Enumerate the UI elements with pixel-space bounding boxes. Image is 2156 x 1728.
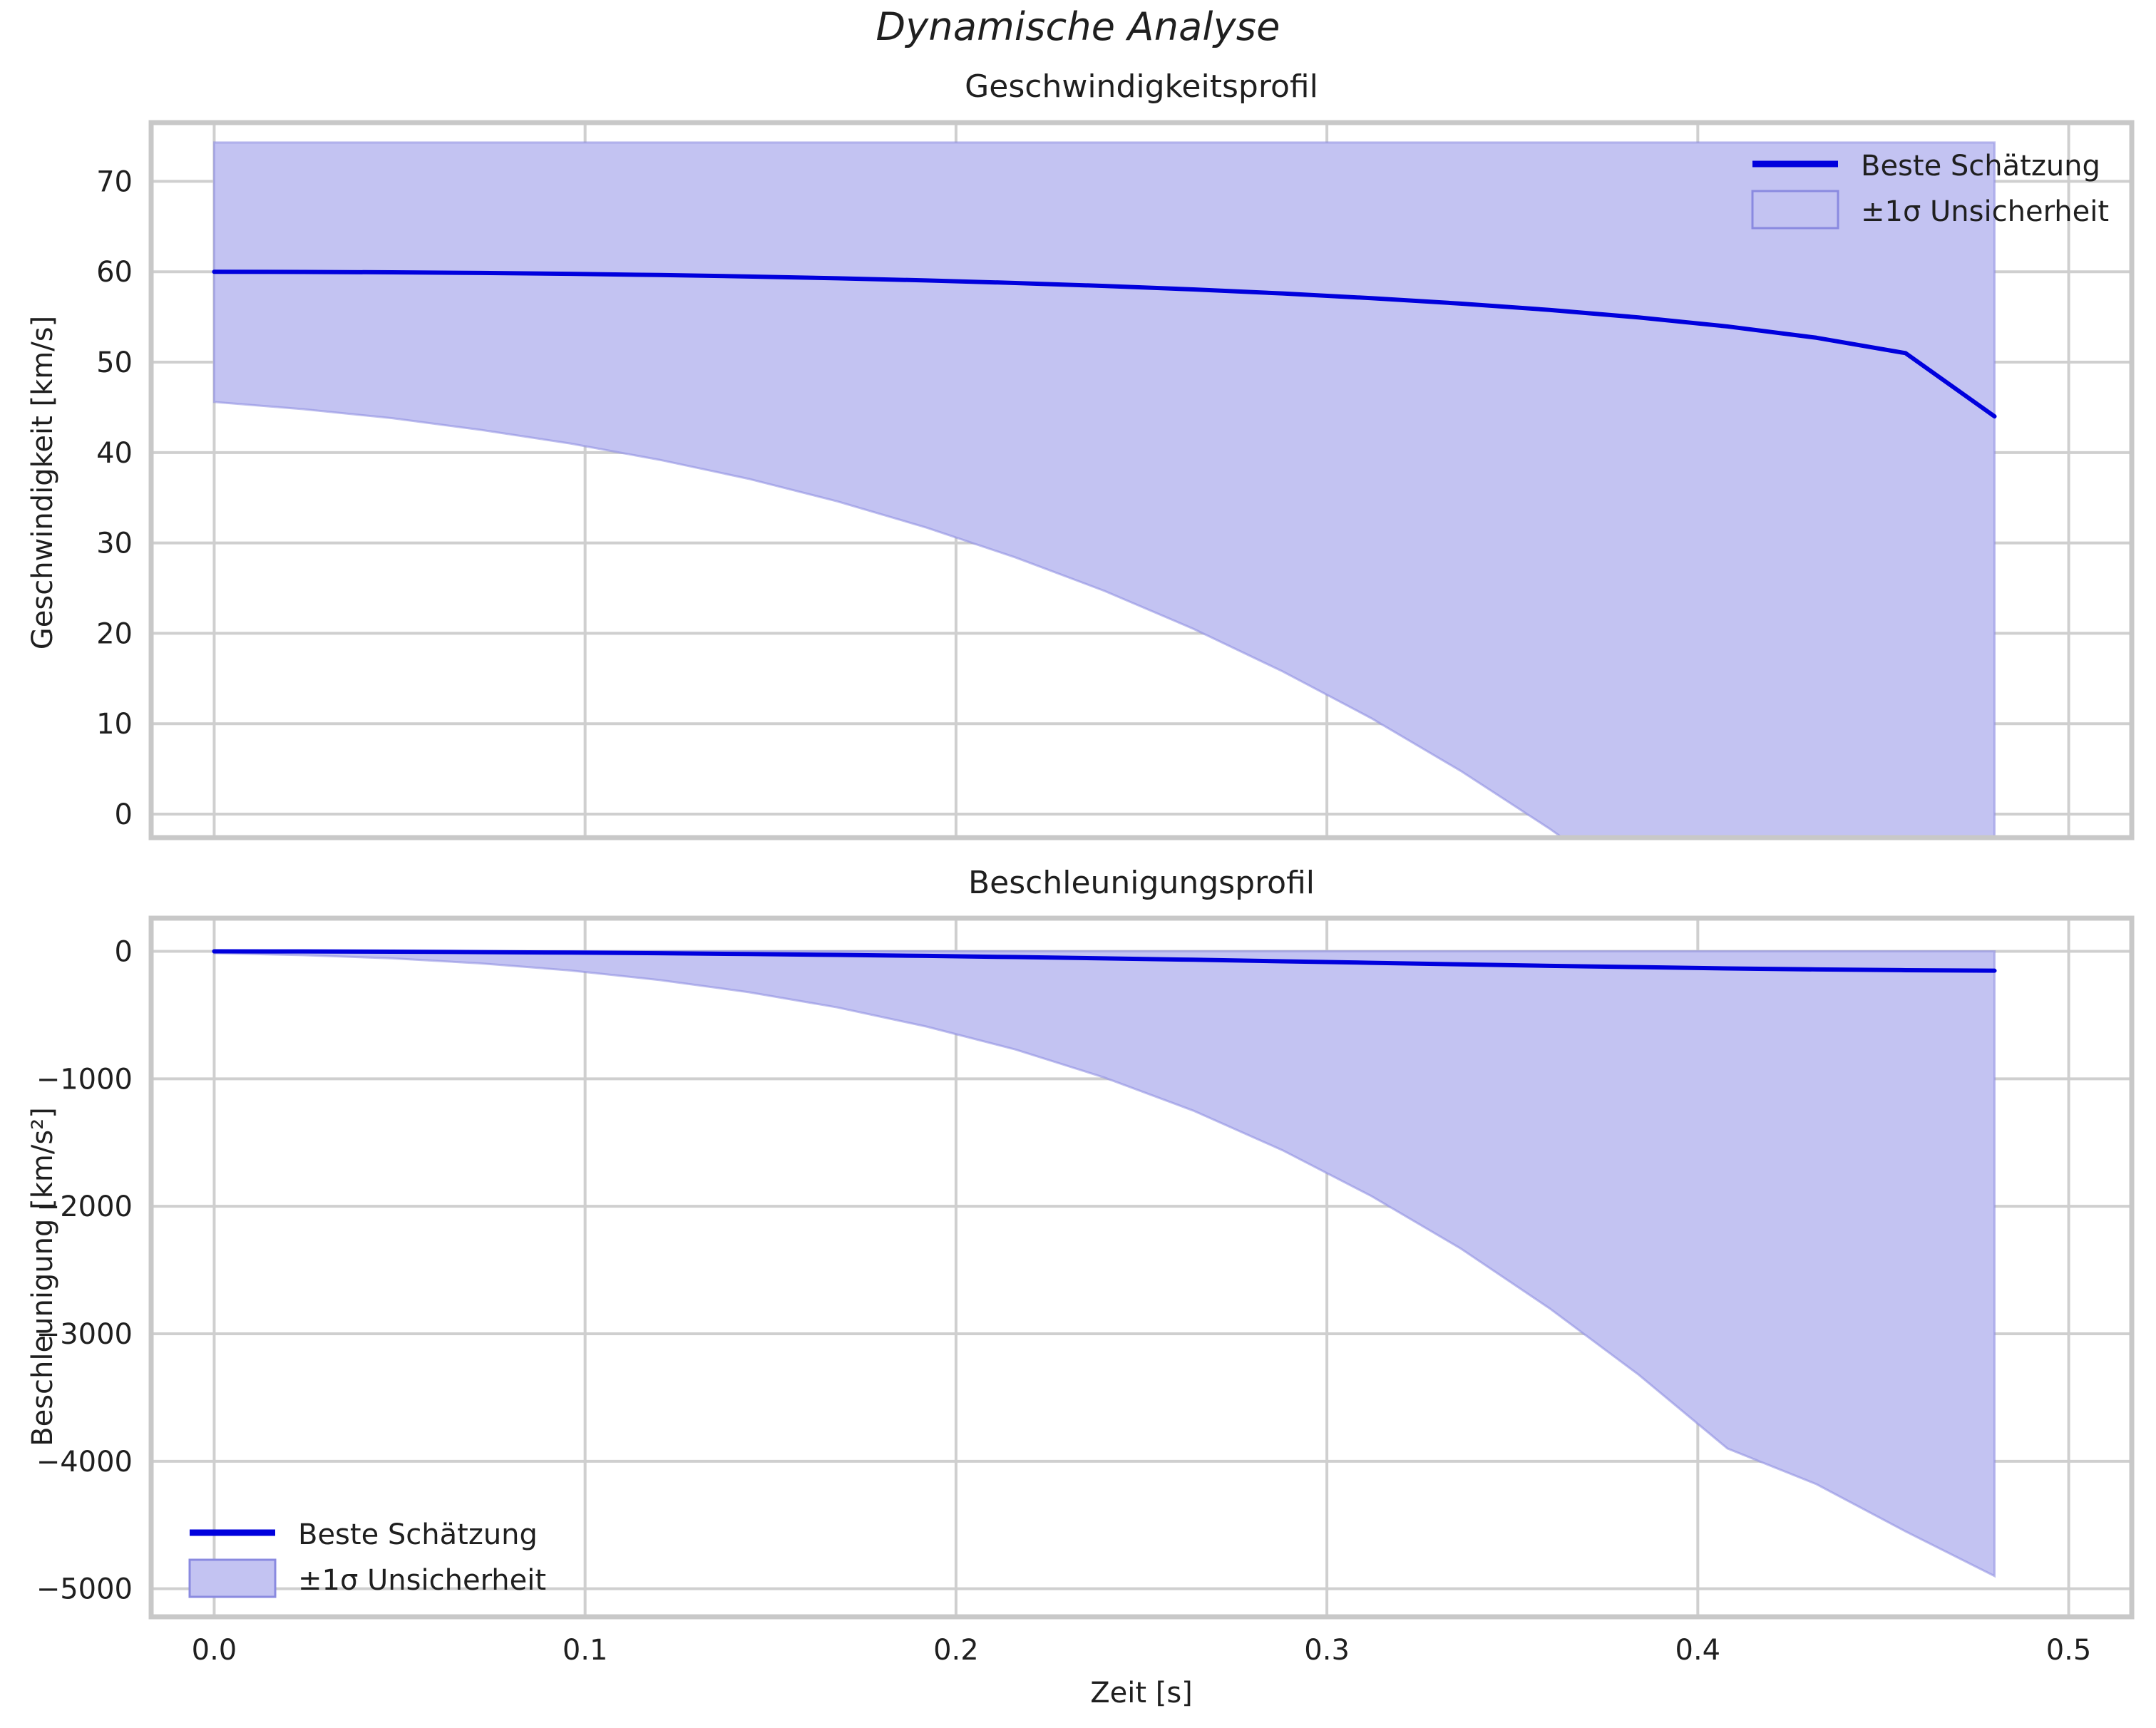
acceleration-best-estimate-line [212, 949, 1997, 973]
velocity-y-tick: 60 [96, 256, 133, 289]
acceleration-uncertainty-band [212, 950, 1996, 1578]
x-tick: 0.2 [933, 1634, 979, 1667]
velocity-y-tick-labels: 0 10 20 30 40 50 60 70 [96, 165, 133, 831]
velocity-uncertainty-band [212, 141, 1996, 838]
velocity-y-tick: 20 [96, 617, 133, 650]
acceleration-plot-title: Beschleunigungsprofil [967, 865, 1315, 901]
x-tick: 0.4 [1675, 1634, 1721, 1667]
x-tick: 0.3 [1304, 1634, 1350, 1667]
velocity-plot-frame [148, 120, 2135, 840]
acceleration-plot-frame [148, 915, 2135, 1620]
shared-x-axis-label: Zeit [s] [1090, 1677, 1193, 1709]
velocity-y-tick: 10 [96, 708, 133, 741]
x-tick: 0.5 [2046, 1634, 2092, 1667]
legend-label-uncertainty: ±1σ Unsicherheit [298, 1564, 546, 1597]
velocity-y-tick: 70 [96, 165, 133, 198]
acceleration-y-tick-labels: 0 −1000 −2000 −3000 −4000 −5000 [36, 935, 133, 1605]
legend-label-uncertainty: ±1σ Unsicherheit [1861, 195, 2109, 228]
velocity-axes: 0 10 20 30 40 50 60 70 Beste Schätzung ±1σ Unsich… [96, 120, 2135, 840]
velocity-y-tick: 50 [96, 346, 133, 379]
velocity-legend[interactable]: Beste Schätzung ±1σ Unsicherheit [1751, 150, 2109, 230]
acceleration-y-tick: −1000 [36, 1063, 133, 1096]
acceleration-y-tick: −2000 [36, 1190, 133, 1223]
velocity-y-tick: 40 [96, 437, 133, 470]
velocity-best-estimate-line [212, 269, 1997, 419]
acceleration-y-tick: −5000 [36, 1573, 133, 1606]
legend-label-best-estimate: Beste Schätzung [1861, 150, 2100, 182]
legend-label-best-estimate: Beste Schätzung [298, 1518, 538, 1551]
acceleration-y-tick: −3000 [36, 1318, 133, 1351]
acceleration-y-tick: −4000 [36, 1446, 133, 1478]
x-tick: 0.1 [563, 1634, 608, 1667]
velocity-plot-title: Geschwindigkeitsprofil [965, 68, 1318, 105]
velocity-y-tick: 30 [96, 528, 133, 560]
x-tick: 0.0 [192, 1634, 237, 1667]
figure-suptitle: Dynamische Analyse [876, 4, 1280, 49]
x-tick-labels: 0.0 0.1 0.2 0.3 0.4 0.5 [192, 1634, 2092, 1667]
legend-band-swatch [188, 1558, 277, 1598]
acceleration-legend[interactable]: Beste Schätzung ±1σ Unsicherheit [188, 1518, 546, 1598]
legend-band-swatch [1751, 190, 1839, 230]
acceleration-y-tick: 0 [115, 935, 133, 968]
velocity-y-tick: 0 [115, 798, 133, 831]
